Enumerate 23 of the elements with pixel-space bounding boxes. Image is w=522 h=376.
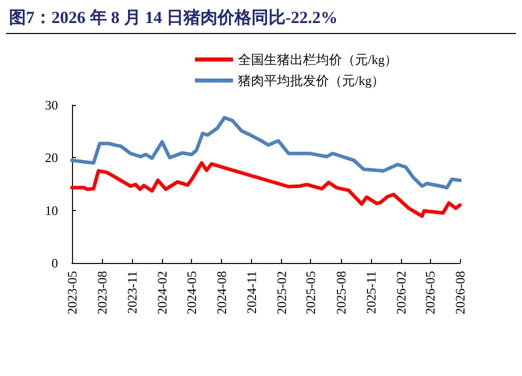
y-tick-label: 30 [45, 98, 58, 112]
x-tick-label: 2025-08 [333, 271, 348, 314]
y-tick-label: 20 [45, 150, 58, 166]
line-series [70, 116, 462, 190]
y-tick-label: 10 [45, 202, 58, 218]
x-tick-label: 2025-11 [363, 271, 378, 314]
x-tick-label: 2024-05 [184, 271, 200, 314]
chart-title: 图7：2026 年 8 月 14 日猪肉价格同比-22.2% [9, 8, 338, 27]
x-tick-label: 2025-05 [303, 271, 318, 314]
legend-label: 猪肉平均批发价（元/kg） [238, 73, 385, 88]
x-tick-label: 2024-02 [154, 271, 170, 314]
x-tick-label: 2025-02 [274, 271, 290, 314]
y-tick-label: 0 [52, 256, 58, 270]
x-tick-label: 2026-05 [422, 271, 438, 314]
line-series [70, 161, 462, 218]
legend-label: 全国生猪出栏均价（元/kg） [238, 52, 398, 67]
x-tick-label: 2026-08 [452, 271, 468, 314]
x-tick-label: 2026-02 [393, 271, 408, 314]
x-tick-label: 2024-08 [214, 271, 230, 314]
x-tick-label: 2024-11 [244, 271, 260, 314]
x-tick-label: 2023-08 [94, 271, 110, 314]
x-tick-label: 2023-11 [124, 271, 140, 314]
x-tick-label: 2023-05 [64, 271, 80, 314]
